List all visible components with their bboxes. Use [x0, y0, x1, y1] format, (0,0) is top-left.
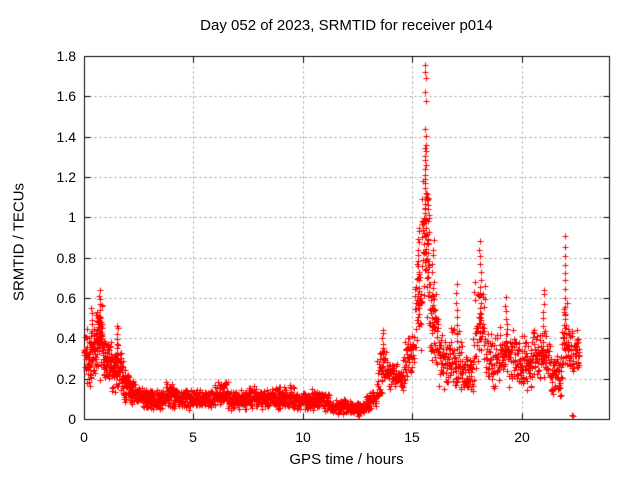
y-axis-label: SRMTID / TECUs: [10, 182, 28, 302]
y-tick-label: 0.8: [56, 250, 76, 266]
x-axis-label: GPS time / hours: [289, 451, 404, 468]
x-tick-label: 15: [404, 429, 420, 445]
y-tick-label: 0: [68, 411, 76, 427]
y-tick-label: 0.6: [56, 290, 76, 306]
x-tick-label: 0: [80, 429, 88, 445]
x-tick-label: 10: [295, 429, 311, 445]
chart-title: Day 052 of 2023, SRMTID for receiver p01…: [200, 17, 493, 34]
x-tick-label: 5: [189, 429, 197, 445]
y-tick-label: 1.6: [56, 88, 76, 104]
y-tick-label: 1.4: [56, 129, 76, 145]
x-tick-label: 20: [514, 429, 530, 445]
y-tick-label: 1.2: [56, 169, 76, 185]
y-tick-label: 0.2: [56, 371, 76, 387]
y-tick-label: 1: [68, 209, 76, 225]
y-tick-label: 0.4: [56, 330, 76, 346]
y-tick-label: 1.8: [56, 48, 76, 64]
